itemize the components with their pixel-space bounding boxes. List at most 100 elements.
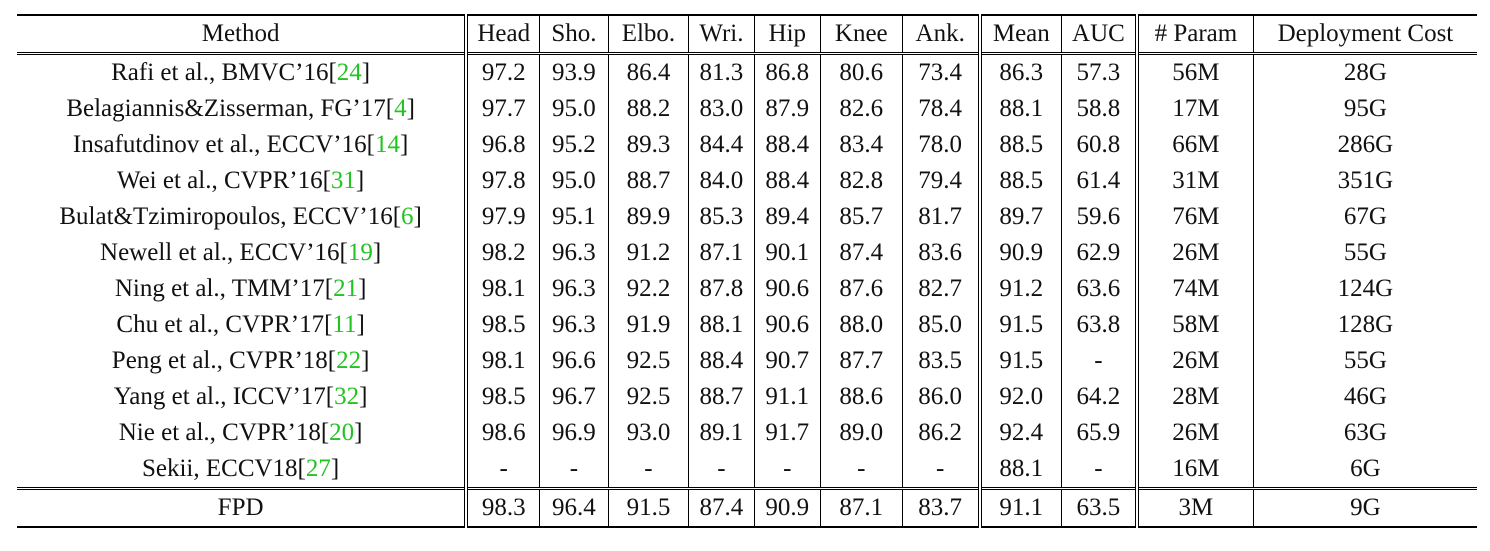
deployment-cost-cell: 286G <box>1252 127 1477 163</box>
method-cell: Bulat&Tzimiropoulos, ECCV’16[6] <box>17 199 466 235</box>
knee-cell: 87.6 <box>819 271 903 307</box>
wrist-cell: 83.0 <box>688 91 755 127</box>
table-row: Yang et al., ICCV’17[32] 98.5 96.7 92.5 88.7… <box>17 379 1477 415</box>
shoulder-cell: 96.3 <box>539 235 609 271</box>
method-cell: FPD <box>17 488 467 528</box>
citation-link[interactable]: 20 <box>329 419 355 446</box>
citation-link[interactable]: 24 <box>336 59 362 86</box>
deployment-cost-cell: 9G <box>1252 488 1477 528</box>
table-row: FPD 98.3 96.4 91.5 87.4 90.9 87.1 83.7 91.1 63.5 3… <box>17 488 1477 528</box>
wrist-cell: 81.3 <box>688 53 755 91</box>
knee-cell: 89.0 <box>819 415 903 451</box>
wrist-cell: 88.7 <box>688 379 755 415</box>
auc-cell: 60.8 <box>1060 127 1137 163</box>
citation-bracket: ] <box>355 167 365 194</box>
citation-link[interactable]: 22 <box>336 347 362 374</box>
deployment-cost-cell: 128G <box>1252 307 1477 343</box>
shoulder-cell: 96.7 <box>539 379 609 415</box>
auc-cell: 64.2 <box>1060 379 1137 415</box>
hip-cell: 87.9 <box>753 91 821 127</box>
method-name: Yang et al., ICCV’17[ <box>113 383 335 410</box>
table-row: Sekii, ECCV18[27] - - - - - - -88.1-16M 6G <box>17 451 1477 490</box>
elbow-cell: 91.2 <box>607 235 689 271</box>
citation-link[interactable]: 4 <box>394 95 407 122</box>
method-name: Sekii, ECCV18[ <box>141 455 306 482</box>
mean-cell: 88.1 <box>977 451 1062 490</box>
elbow-cell: 92.2 <box>607 271 689 307</box>
mean-cell: 91.2 <box>977 271 1062 307</box>
head-cell: 98.1 <box>464 271 540 307</box>
elbow-cell: 93.0 <box>607 415 689 451</box>
method-cell: Nie et al., CVPR’18[20] <box>17 415 466 451</box>
hip-cell: 90.6 <box>753 307 821 343</box>
citation-link[interactable]: 27 <box>305 455 331 482</box>
knee-cell: 87.4 <box>819 235 903 271</box>
auc-cell: 65.9 <box>1060 415 1137 451</box>
citation-link[interactable]: 6 <box>401 203 414 230</box>
method-name: Nie et al., CVPR’18[ <box>118 419 330 446</box>
ankle-cell: 81.7 <box>901 199 980 235</box>
hip-cell: 88.4 <box>753 127 821 163</box>
head-cell: 96.8 <box>464 127 540 163</box>
ankle-cell: 83.6 <box>901 235 980 271</box>
method-name: Ning et al., TMM’17[ <box>114 275 334 302</box>
mean-cell: 86.3 <box>977 53 1062 91</box>
header-auc: AUC <box>1060 15 1137 54</box>
header-wrist: Wri. <box>688 15 755 54</box>
hip-cell: 86.8 <box>753 53 821 91</box>
param-cell: 74M <box>1134 271 1254 307</box>
citation-link[interactable]: 32 <box>334 383 360 410</box>
hip-cell: 89.4 <box>753 199 821 235</box>
method-name: Rafi et al., BMVC’16[ <box>111 59 337 86</box>
shoulder-cell: 96.4 <box>539 488 609 528</box>
header-shoulder: Sho. <box>539 15 609 54</box>
header-row: Method Head Sho. Elbo. Wri. Hip Knee Ank… <box>17 15 1477 54</box>
hip-cell: 90.6 <box>753 271 821 307</box>
head-cell: 98.6 <box>464 415 540 451</box>
wrist-cell: 84.0 <box>688 163 755 199</box>
deployment-cost-cell: 63G <box>1252 415 1477 451</box>
method-cell: Sekii, ECCV18[27] <box>17 451 467 490</box>
method-cell: Chu et al., CVPR’17[11] <box>17 307 466 343</box>
param-cell: 28M <box>1134 379 1254 415</box>
deployment-cost-cell: 55G <box>1252 343 1477 379</box>
method-name: Bulat&Tzimiropoulos, ECCV’16[ <box>59 203 402 230</box>
method-cell: Ning et al., TMM’17[21] <box>17 271 466 307</box>
shoulder-cell: 96.3 <box>539 271 609 307</box>
citation-link[interactable]: 31 <box>330 167 356 194</box>
wrist-cell: 84.4 <box>688 127 755 163</box>
head-cell: 98.5 <box>464 307 540 343</box>
citation-bracket: ] <box>358 275 367 302</box>
elbow-cell: 88.7 <box>607 163 689 199</box>
citation-link[interactable]: 19 <box>347 239 373 266</box>
table-row: Wei et al., CVPR’16[31] 97.8 95.0 88.7 84.0 8… <box>17 163 1477 199</box>
citation-link[interactable]: 21 <box>333 275 359 302</box>
mean-cell: 89.7 <box>977 199 1062 235</box>
citation-link[interactable]: 11 <box>332 311 357 338</box>
auc-cell: 63.5 <box>1060 488 1137 528</box>
auc-cell: 57.3 <box>1060 53 1137 91</box>
elbow-cell: 89.9 <box>607 199 689 235</box>
ankle-cell: 86.2 <box>901 415 980 451</box>
param-cell: 56M <box>1134 53 1254 91</box>
auc-cell: 58.8 <box>1060 91 1137 127</box>
ankle-cell: 73.4 <box>901 53 980 91</box>
head-cell: 97.7 <box>464 91 540 127</box>
auc-cell: 62.9 <box>1060 235 1137 271</box>
head-cell: 97.9 <box>464 199 540 235</box>
elbow-cell: - <box>607 451 689 490</box>
deployment-cost-cell: 67G <box>1252 199 1477 235</box>
auc-cell: - <box>1060 451 1137 490</box>
knee-cell: 88.0 <box>819 307 903 343</box>
param-cell: 26M <box>1134 343 1254 379</box>
table-body: Rafi et al., BMVC’16[24] 97.2 93.9 86.4 81.3… <box>17 53 1477 528</box>
citation-link[interactable]: 14 <box>374 131 400 158</box>
table-row: Insafutdinov et al., ECCV’16[14] 96.8 95.2… <box>17 127 1477 163</box>
method-name: Insafutdinov et al., ECCV’16[ <box>72 131 375 158</box>
header-hip: Hip <box>753 15 821 54</box>
head-cell: - <box>464 451 540 490</box>
knee-cell: 83.4 <box>819 127 903 163</box>
wrist-cell: 87.4 <box>688 488 755 528</box>
elbow-cell: 91.9 <box>607 307 689 343</box>
citation-bracket: ] <box>372 239 382 266</box>
